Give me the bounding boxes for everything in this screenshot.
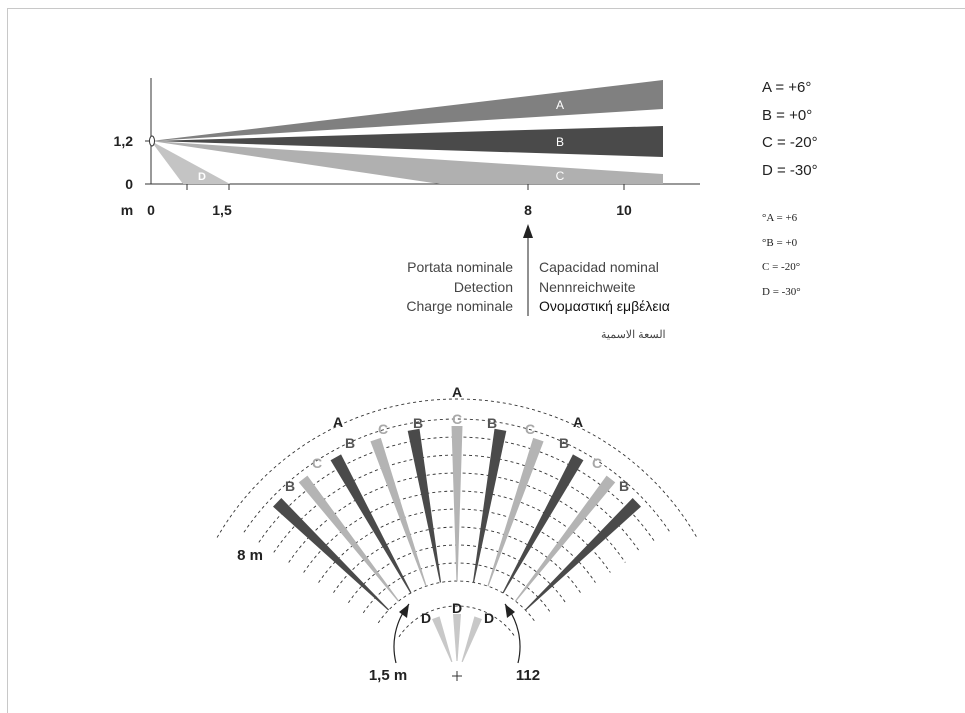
top-label-b: B (487, 415, 497, 431)
beam-ray-c (370, 437, 427, 587)
range-label-de: Nennreichweite (539, 278, 636, 295)
beam-b-label: B (556, 135, 564, 149)
beam-ray-d (461, 616, 482, 663)
top-label-d: D (452, 600, 462, 616)
beam-ray-b (472, 428, 507, 583)
side-view-diagram: A B C D 1,2 0 m 0 1,5 8 10 (114, 78, 700, 316)
legend-angles: A = +6° B = +0° C = -20° D = -30° (762, 74, 818, 184)
beam-a (151, 80, 663, 141)
top-label-b: B (345, 435, 355, 451)
top-label-d: D (484, 610, 494, 626)
x-label-1-5: 1,5 (212, 202, 232, 218)
top-label-c: C (378, 421, 388, 437)
range-label-en: Detection (453, 278, 513, 295)
range-label-es: Capacidad nominal (539, 259, 659, 275)
legend-item-a: A = +6° (762, 79, 812, 96)
beam-ray-d (432, 616, 453, 663)
range-arc (258, 436, 656, 543)
x-label-0: 0 (147, 202, 155, 218)
beam-ray-c (451, 426, 463, 581)
legend-serif-item-c: C = -20° (762, 261, 801, 273)
beam-ray-c (515, 475, 616, 602)
beam-rays (272, 426, 642, 663)
sensor-icon (149, 135, 155, 147)
top-label-a: A (573, 414, 583, 430)
legend-item-b: B = +0° (762, 106, 813, 124)
legend-serif-item-b: °B = +0 (762, 236, 798, 249)
zero-label: 0 (125, 176, 133, 192)
legend-item-d: D = -30° (762, 161, 818, 179)
top-label-c: C (452, 411, 462, 427)
top-label-b: B (413, 415, 423, 431)
range-labels-right: Capacidad nominal Nennreichweite Ονομαστ… (539, 258, 670, 317)
distance-8m-label: 8 m (237, 547, 263, 564)
beam-ray-d (453, 614, 461, 661)
beam-ray-c (298, 475, 399, 602)
x-label-10: 10 (616, 202, 632, 218)
height-label: 1,2 (114, 133, 134, 149)
top-label-c: C (525, 421, 535, 437)
range-arc (243, 418, 671, 533)
range-label-fr: Charge nominale (406, 298, 513, 314)
legend-angles-serif: °A = +6 °B = +0 C = -20° D = -30° (762, 206, 801, 304)
beam-ray-b (502, 454, 584, 594)
top-label-d: D (421, 610, 431, 626)
beam-ray-c (487, 437, 544, 587)
x-label-8: 8 (524, 202, 532, 218)
beam-d (151, 141, 230, 184)
range-label-ar: السعة الاسمية (601, 329, 666, 341)
range-arc (377, 580, 537, 624)
beam-ray-b (272, 498, 390, 611)
range-arc (273, 454, 641, 553)
beam-ray-b (407, 428, 442, 583)
legend-item-c: C = -20° (762, 134, 818, 151)
beam-ray-b (524, 498, 642, 611)
range-arc-outer (216, 398, 698, 538)
top-view-labels: A A A B B B B B B C C C C C D D D 8 m 1,… (237, 384, 629, 684)
top-label-b: B (619, 478, 629, 494)
top-label-a: A (452, 384, 462, 400)
range-label-it: Portata nominale (407, 259, 513, 275)
beam-a-label: A (556, 98, 564, 112)
legend-serif-item-a: °A = +6 (762, 212, 798, 224)
legend-serif-item-d: D = -30° (762, 285, 801, 298)
beam-c-label: C (556, 169, 565, 183)
page-frame (7, 8, 965, 713)
beam-ray-b (330, 454, 412, 594)
angle-arrow-left (399, 604, 409, 618)
range-arc (398, 605, 516, 638)
beam-b (151, 126, 663, 157)
angle-label: 112 (516, 667, 540, 684)
top-label-b: B (285, 478, 295, 494)
beam-d-label: D (198, 171, 206, 183)
range-labels-left: Portata nominale Detection Charge nomina… (406, 258, 513, 317)
top-label-a: A (333, 414, 343, 430)
distance-1-5m-label: 1,5 m (369, 667, 407, 684)
top-label-b: B (559, 435, 569, 451)
top-label-c: C (592, 455, 602, 471)
range-label-el: Ονομαστική εμβέλεια (539, 298, 670, 314)
top-label-c: C (312, 455, 322, 471)
beam-c (151, 141, 663, 184)
angle-arrow-right (505, 604, 515, 618)
unit-label: m (121, 202, 133, 218)
range-arrow-head (523, 224, 533, 238)
